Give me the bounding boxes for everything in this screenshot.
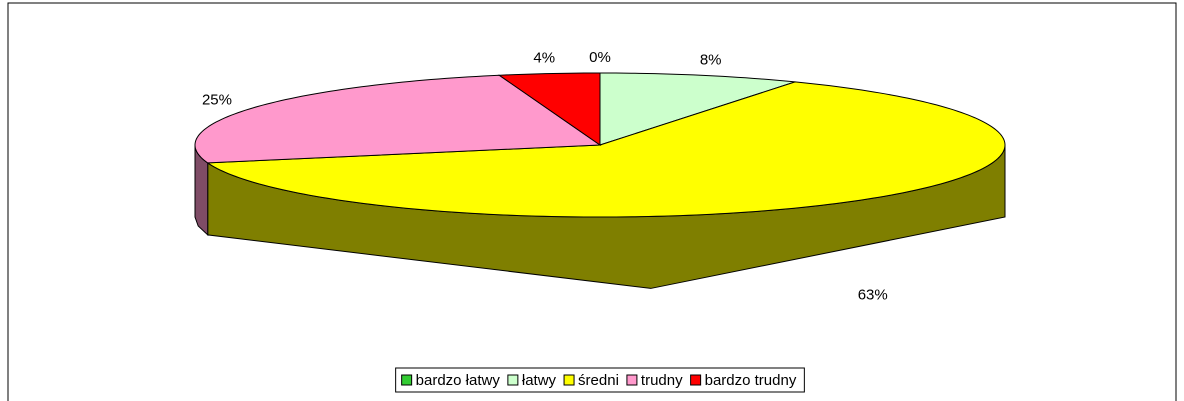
legend-label: bardzo łatwy (416, 372, 501, 389)
legend-swatch (507, 374, 519, 386)
data-label: 4% (533, 50, 555, 67)
legend-label: łatwy (522, 372, 557, 389)
legend-swatch (563, 374, 575, 386)
legend-label: bardzo trudny (705, 372, 797, 389)
legend-label: trudny (641, 372, 683, 389)
legend-label: średni (578, 372, 619, 389)
data-label: 0% (589, 49, 611, 66)
data-label: 25% (202, 92, 232, 109)
slice (206, 81, 1006, 218)
legend-swatch (401, 374, 413, 386)
slice (497, 72, 601, 146)
legend-swatch (626, 374, 638, 386)
data-label: 63% (858, 287, 888, 304)
slice (599, 72, 796, 146)
data-label: 8% (700, 52, 722, 69)
legend-swatch (690, 374, 702, 386)
chart-frame (7, 2, 1177, 401)
legend-box (395, 367, 805, 393)
slice (194, 74, 602, 164)
